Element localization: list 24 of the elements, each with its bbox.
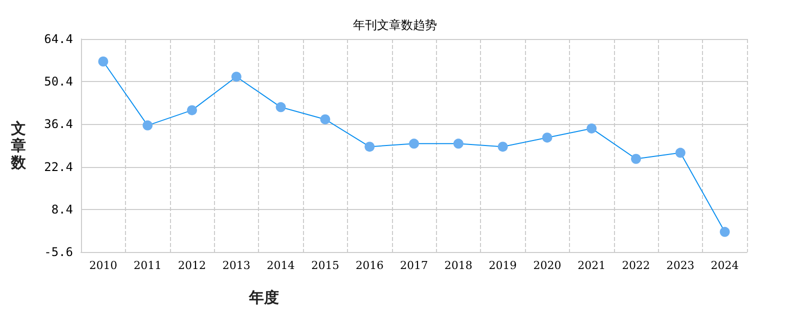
- x-tick-label: 2018: [444, 259, 472, 272]
- x-tick-label: 2010: [89, 259, 118, 272]
- y-tick-label: 64.4: [44, 32, 73, 46]
- x-tick-label: 2014: [266, 259, 295, 272]
- x-tick-label: 2015: [311, 259, 340, 272]
- x-axis-title: 年度: [248, 288, 279, 306]
- y-tick-label: 50.4: [44, 74, 73, 89]
- x-tick-label: 2023: [666, 259, 694, 272]
- x-tick-label: 2024: [710, 259, 739, 272]
- y-tick-label: 22.4: [44, 160, 73, 174]
- x-tick-label: 2022: [622, 259, 650, 272]
- y-tick-label: 36.4: [44, 117, 73, 132]
- y-axis-title: 文章数: [10, 120, 27, 172]
- chart-title: 年刊文章数趋势: [353, 18, 437, 32]
- x-tick-label: 2021: [578, 259, 606, 272]
- x-tick-label: 2020: [533, 259, 562, 272]
- x-tick-label: 2017: [400, 259, 428, 272]
- y-tick-label: 8.4: [51, 202, 73, 216]
- x-tick-label: 2019: [488, 259, 517, 272]
- x-tick-label: 2011: [134, 259, 162, 272]
- x-tick-label: 2012: [178, 259, 206, 272]
- x-tick-label: 2016: [356, 259, 384, 272]
- y-tick-label: -5.6: [44, 245, 73, 259]
- x-tick-label: 2013: [222, 259, 250, 272]
